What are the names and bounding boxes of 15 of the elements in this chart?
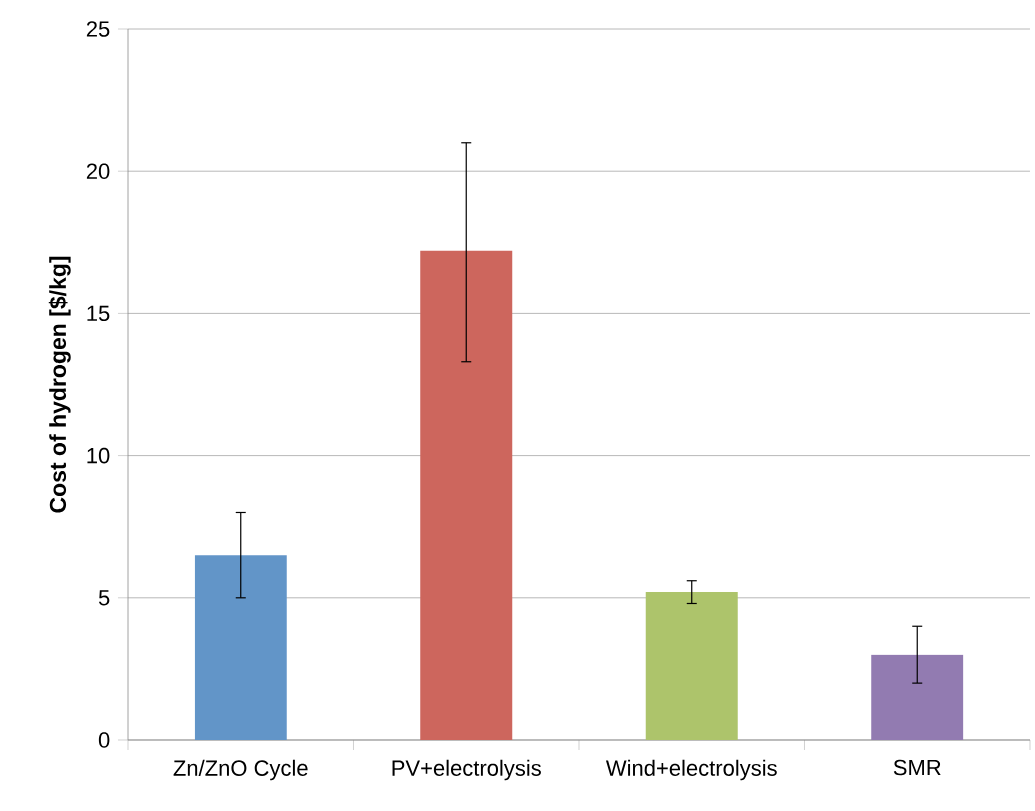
y-tick-label: 5 — [98, 590, 110, 606]
x-tick-label: PV+electrolysis — [392, 759, 541, 781]
x-tick-label: SMR — [893, 759, 941, 776]
y-tick-label: 0 — [98, 732, 110, 748]
y-tick-label: 10 — [87, 447, 110, 464]
x-tick-label: Wind+electrolysis — [605, 759, 777, 781]
y-tick-label: 20 — [86, 163, 110, 179]
bar — [420, 250, 513, 740]
x-tick-label: Zn/ZnO Cycle — [173, 759, 308, 781]
bar — [645, 592, 738, 740]
y-tick-label: 25 — [86, 21, 110, 37]
bar — [871, 654, 964, 740]
bar — [194, 555, 287, 740]
y-tick-label: 15 — [87, 305, 110, 322]
y-axis-title: Cost of hydrogen [$/kg] — [48, 256, 71, 513]
